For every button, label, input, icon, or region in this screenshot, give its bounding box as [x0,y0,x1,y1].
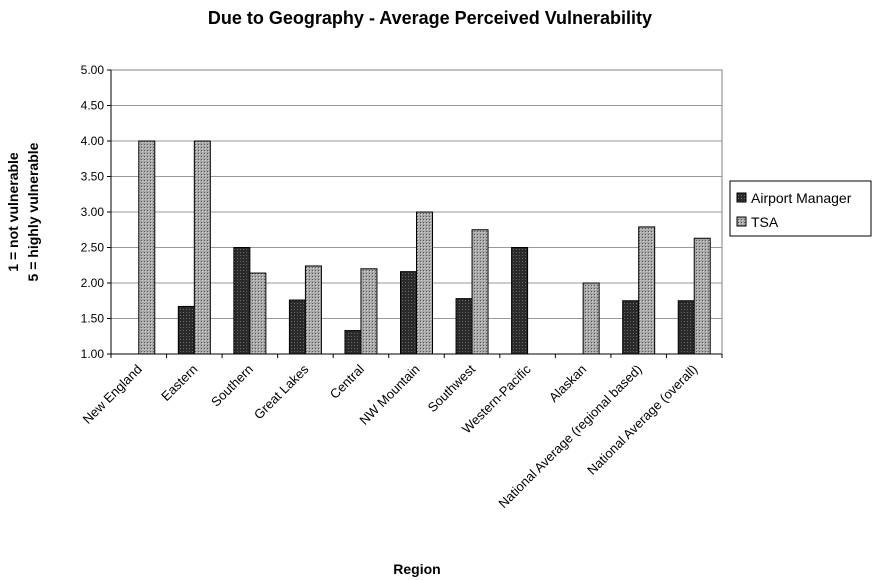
y-tick-label: 5.00 [81,63,105,77]
bar-tsa-eastern [193,140,211,355]
legend-label-airport-manager: Airport Manager [751,190,852,206]
bars [138,140,711,355]
y-tick-label: 4.00 [81,134,105,148]
plot-area: 1.00 1.50 2.00 2.50 3.00 3.50 4.00 4.50 5.00 New… [80,63,723,511]
bar-airport-manager-national-average-overall [677,300,695,355]
y-axis-title-line-1: 1 = not vulnerable [5,152,21,272]
bar-airport-manager-southern [233,247,251,355]
x-tick-label: National Average (overall) [584,362,700,478]
x-tick-label: Eastern [158,362,200,404]
bar-airport-manager-nw-mountain [400,271,417,355]
bar-airport-manager-great-lakes [288,299,306,355]
bar-tsa-southwest [471,229,489,355]
gridlines [111,105,722,319]
legend-item-tsa: TSA [736,214,779,230]
y-tick-label: 3.50 [81,170,105,184]
bar-tsa-national-average-overall [693,237,711,355]
x-tick-label: Alaskan [546,362,589,405]
bar-tsa-alaskan [582,282,600,355]
legend-swatch-tsa [736,216,747,227]
x-tick-label: Southwest [425,361,479,415]
x-tick-label: Central [327,361,367,401]
y-tick-label: 3.00 [81,205,105,219]
x-tick-label: New England [80,362,145,427]
bar-airport-manager-southwest [455,298,473,355]
y-tick-label: 2.00 [81,276,105,290]
bar-tsa-national-average-regional-based [638,226,656,355]
y-tick-label: 1.50 [81,312,105,326]
x-tick-label: Southern [208,362,256,410]
x-tick-label: Great Lakes [251,361,312,422]
bar-tsa-nw-mountain [416,211,433,355]
bar-tsa-new-england [138,140,156,355]
y-axis-title-line-2: 5 = highly vulnerable [25,142,41,281]
legend-swatch-airport-manager [736,192,747,203]
bar-airport-manager-western-pacific [511,247,529,355]
y-tick-labels: 1.00 1.50 2.00 2.50 3.00 3.50 4.00 4.50 5.00 [81,63,111,361]
y-tick-label: 2.50 [81,241,105,255]
y-tick-label: 4.50 [81,99,105,113]
bar-airport-manager-central [344,330,362,355]
legend: Airport Manager TSA [729,180,872,237]
bar-tsa-southern [249,272,267,355]
legend-box [729,180,872,237]
bar-tsa-central [360,268,378,355]
chart-title: Due to Geography - Average Perceived Vul… [208,8,652,28]
y-axis-title: 1 = not vulnerable 5 = highly vulnerable [5,142,41,281]
x-axis-title: Region [393,561,440,577]
bar-tsa-great-lakes [304,265,322,355]
legend-label-tsa: TSA [751,214,779,230]
y-tick-label: 1.00 [81,347,105,361]
bar-airport-manager-eastern [177,305,195,355]
bar-airport-manager-national-average-regional-based [622,300,640,355]
legend-item-airport-manager: Airport Manager [736,190,852,206]
